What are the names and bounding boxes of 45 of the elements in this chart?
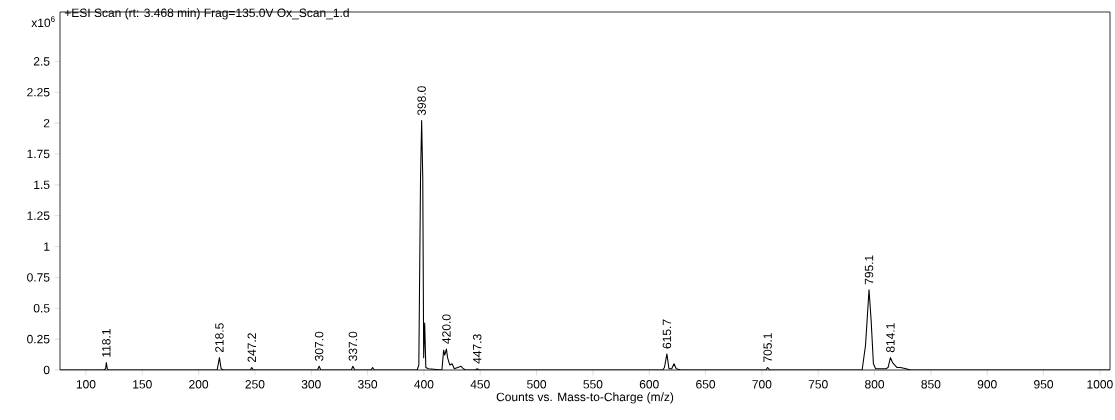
annotation: 705.1 [763, 333, 772, 362]
x-tick-label: 700 [752, 380, 772, 389]
x-tick-label: 600 [639, 380, 659, 389]
annotation: 307.0 [314, 331, 324, 361]
x-tick-label: 500 [527, 380, 547, 389]
x-tick-label: 750 [808, 380, 828, 389]
x-tick-label: 800 [865, 380, 885, 389]
y-tick-label: 1.5 [34, 180, 50, 190]
y-axis-title: x10$^{6}$ [31, 16, 55, 28]
x-tick-label: 250 [245, 380, 265, 389]
annotation: 795.1 [864, 255, 874, 285]
x-tick-label: 300 [301, 380, 321, 389]
y-tick-label: 2.25 [27, 87, 50, 97]
y-tick-label: 2 [43, 118, 50, 128]
x-tick-label: 350 [358, 380, 378, 389]
y-tick-label: 2.5 [33, 57, 50, 66]
annotation: 398.0 [417, 86, 426, 116]
x-tick-label: 850 [921, 380, 941, 389]
x-tick-label: 900 [977, 380, 997, 389]
y-tick-label: 0.75 [27, 273, 50, 282]
x-tick-label: 650 [696, 380, 716, 389]
x-tick-label: 200 [189, 380, 209, 389]
x-axis-title: Counts vs. Mass-to-Charge (m/z) [496, 392, 674, 404]
annotation: 814.1 [886, 323, 895, 353]
y-tick-label: 0 [43, 365, 50, 375]
x-tick-label: 950 [1034, 380, 1054, 389]
annotation: 247.2 [247, 333, 256, 362]
annotation: 420.0 [442, 314, 451, 344]
x-tick-label: 100 [76, 380, 96, 389]
annotation: 615.7 [662, 319, 672, 349]
x-tick-label: 550 [583, 380, 603, 389]
x-tick-label: 400 [414, 380, 434, 389]
annotation: 337.0 [348, 331, 358, 361]
chart-title: +ESI Scan (rt: 3.468 min) Frag=135.0V Ox_Scan_1.d [64, 8, 349, 20]
x-tick-label: 1000 [1087, 380, 1113, 389]
y-tick-label: 1 [44, 242, 50, 251]
x-tick-label: 150 [133, 380, 152, 389]
annotation: 447.3 [472, 334, 482, 364]
y-tick-label: 0.5 [33, 304, 50, 313]
x-tick-label: 450 [470, 380, 490, 389]
annotation: 118.1 [102, 329, 111, 357]
y-tick-label: 1.75 [27, 149, 50, 159]
annotation: 218.5 [215, 323, 224, 353]
y-tick-label: 0.25 [27, 334, 50, 344]
y-tick-label: 1.25 [27, 211, 50, 220]
